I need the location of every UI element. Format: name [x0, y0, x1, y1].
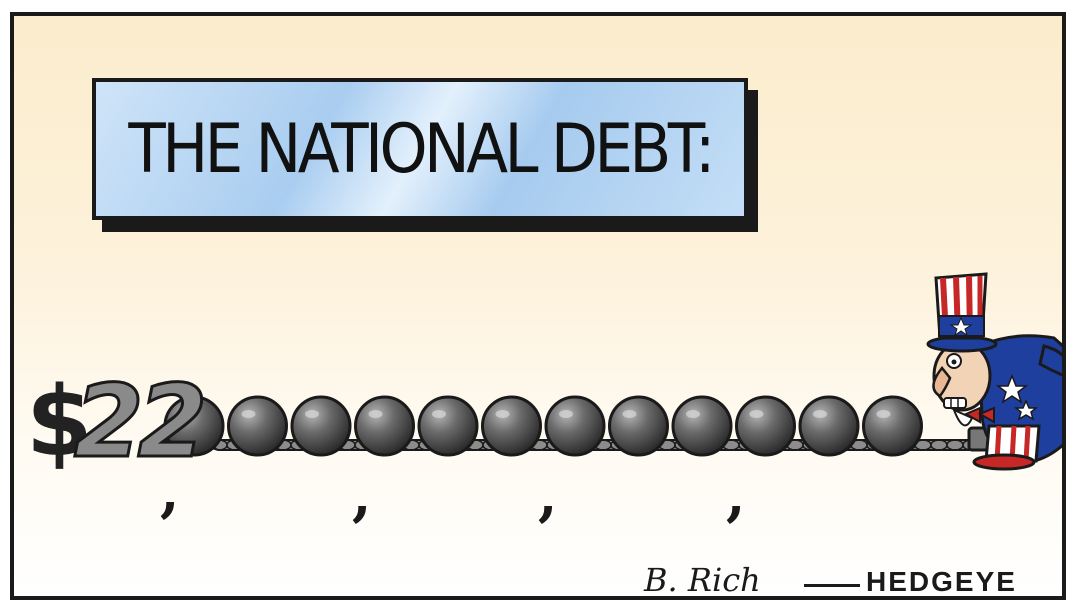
ball-highlight	[241, 410, 256, 418]
ball-and-chain-icon	[227, 395, 288, 457]
ball-highlight	[432, 410, 446, 418]
ball-and-chain-icon	[608, 395, 669, 457]
brand-logo: HEDGEYE	[866, 566, 1017, 597]
ball-and-chain-icon	[798, 395, 860, 457]
uncle-sam-icon	[926, 272, 1062, 471]
debt-digits: 22	[72, 363, 208, 480]
ball-highlight	[749, 410, 764, 418]
ball-highlight	[368, 410, 383, 418]
page-title: THE NATIONAL DEBT:	[128, 109, 715, 189]
comma-3: ,	[538, 463, 558, 529]
ball-highlight	[559, 410, 573, 418]
title-box: THE NATIONAL DEBT:	[92, 78, 748, 220]
ball-highlight	[178, 410, 192, 418]
dollar-sign: $	[26, 366, 93, 478]
ball-highlight	[622, 410, 637, 418]
ball-highlight	[305, 410, 319, 418]
artist-signature: B. Rich	[644, 561, 761, 599]
ball-highlight	[686, 410, 700, 418]
comma-2: ,	[352, 463, 372, 529]
comma-4: ,	[726, 463, 746, 529]
ball-highlight	[495, 410, 510, 418]
comma-1: ,	[160, 459, 180, 525]
ball-and-chain-icon	[163, 395, 225, 457]
ball-and-chain-icon	[544, 395, 606, 457]
ball-and-chain-icon	[354, 395, 415, 457]
ball-and-chain-icon	[290, 395, 352, 457]
ball-and-chain-icon	[735, 395, 796, 457]
ball-highlight	[876, 410, 891, 418]
signature-line	[804, 584, 860, 587]
ball-and-chain-icon	[862, 395, 923, 457]
ball-and-chain-icon	[481, 395, 542, 457]
balls	[163, 395, 923, 457]
ball-and-chain-icon	[671, 395, 733, 457]
ball-and-chain-icon	[417, 395, 479, 457]
cartoon-panel: THE NATIONAL DEBT:	[10, 12, 1066, 600]
ball-and-chain-icon	[163, 272, 1062, 471]
debt-amount: $ 22 , , , ,	[14, 16, 1062, 596]
ball-highlight	[813, 410, 827, 418]
